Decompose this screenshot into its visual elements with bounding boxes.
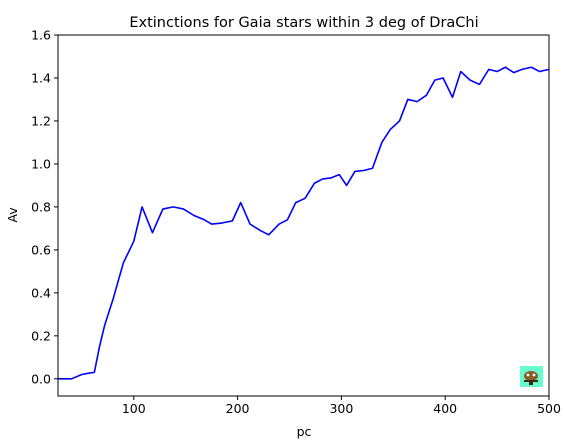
x-tick-label: 200 xyxy=(226,401,250,416)
y-tick-label: 0.6 xyxy=(31,242,51,257)
x-tick-label: 500 xyxy=(537,401,561,416)
y-axis-title: Av xyxy=(5,207,20,223)
series-line xyxy=(58,66,550,380)
x-tick-label: 400 xyxy=(433,401,457,416)
axes-frame xyxy=(57,34,550,397)
chart-title: Extinctions for Gaia stars within 3 deg … xyxy=(129,15,478,31)
y-tick-label: 0.2 xyxy=(31,328,51,343)
y-tick-label: 1.4 xyxy=(31,70,51,85)
y-tick-label: 1.0 xyxy=(31,156,51,171)
y-tick-label: 1.6 xyxy=(31,28,51,43)
x-axis-title: pc xyxy=(297,424,312,439)
x-axis-ticks: 100 200 300 400 500 xyxy=(122,396,561,416)
y-tick-label: 0.4 xyxy=(31,285,51,300)
y-tick-label: 1.2 xyxy=(31,113,51,128)
plot-area xyxy=(58,66,550,380)
x-tick-label: 300 xyxy=(329,401,353,416)
x-tick-label: 100 xyxy=(122,401,146,416)
y-tick-label: 0.0 xyxy=(31,371,51,386)
y-tick-label: 0.8 xyxy=(31,199,51,214)
chart-mascot-icon xyxy=(520,366,543,387)
y-axis-ticks: 0.0 0.2 0.4 0.6 0.8 1.0 1.2 1.4 1.6 xyxy=(31,28,58,386)
